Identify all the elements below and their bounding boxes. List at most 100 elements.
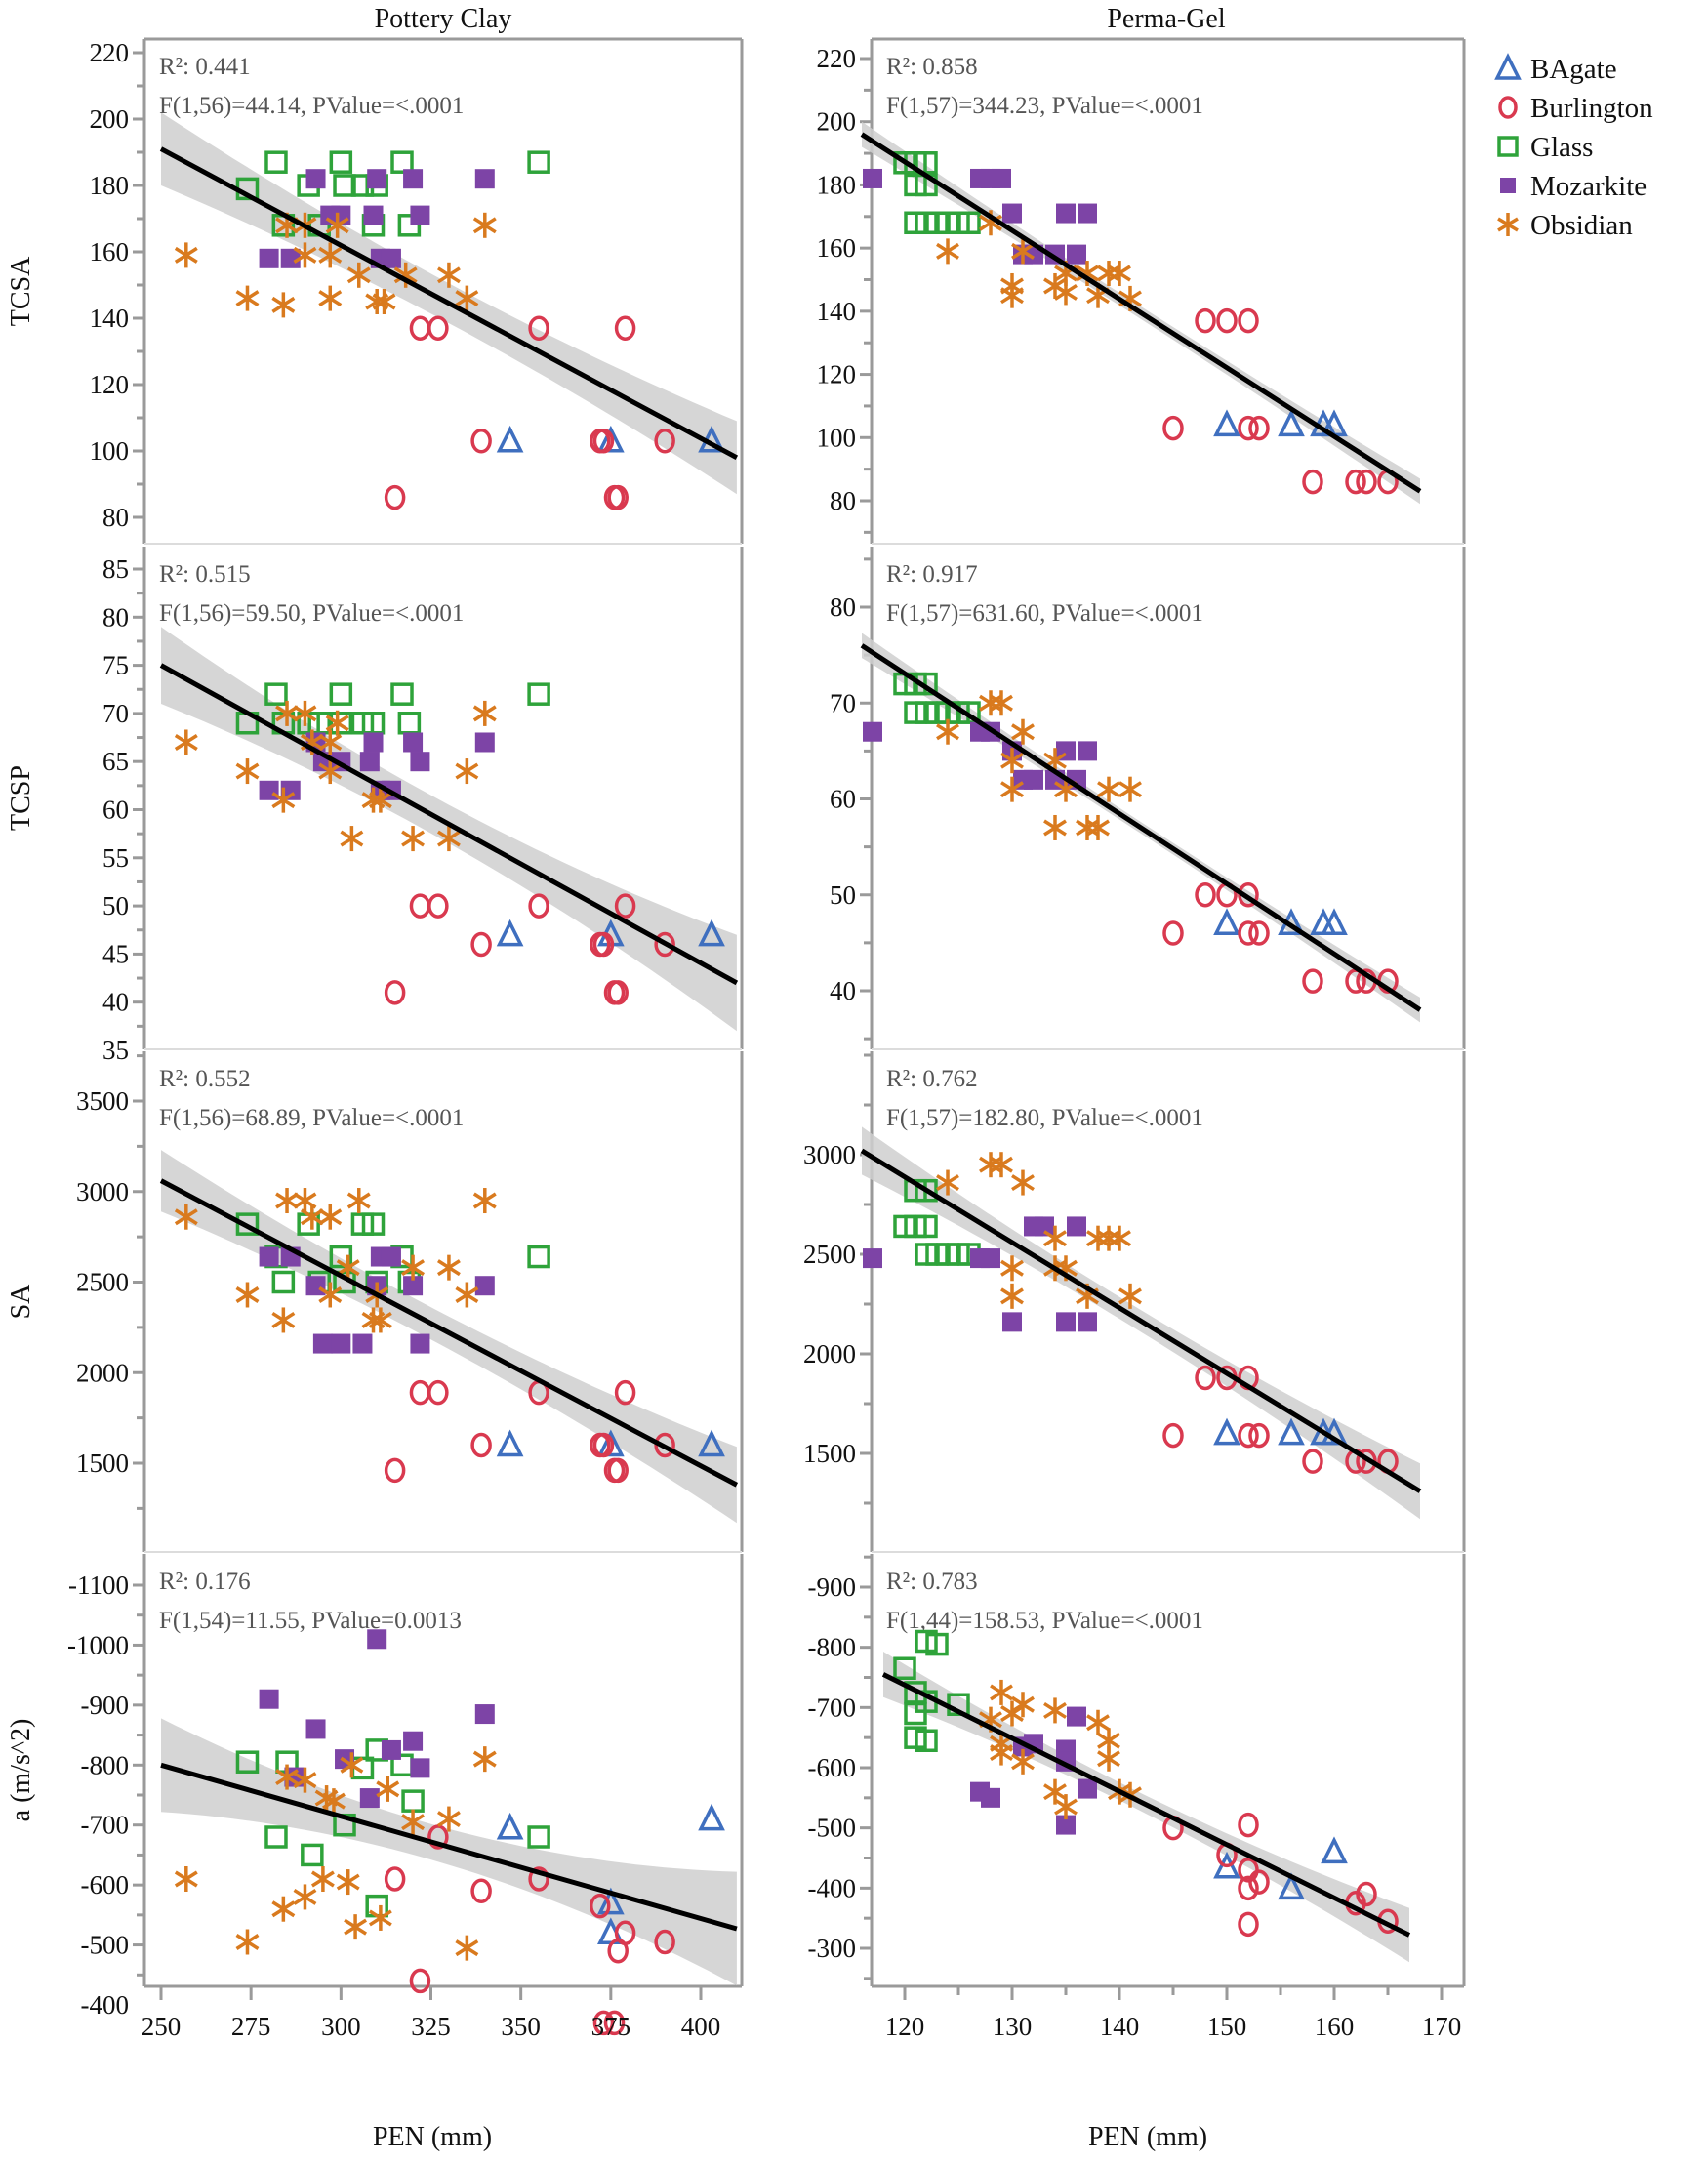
point-mozarkite <box>1078 741 1097 761</box>
asterisk-stroke <box>293 1192 317 1209</box>
x-axis-title-perma-gel: PEN (mm) <box>1088 2122 1207 2152</box>
x-tick-label: 375 <box>591 2012 631 2041</box>
x-tick-label: 150 <box>1207 2012 1247 2041</box>
asterisk-stroke <box>1043 1230 1067 1247</box>
asterisk-stroke <box>336 1873 360 1891</box>
legend-item-glass: Glass <box>1497 132 1593 163</box>
asterisk-stroke <box>436 1811 461 1828</box>
asterisk-stroke <box>1086 1230 1110 1247</box>
point-obsidian <box>322 1788 346 1815</box>
series-mozarkite <box>863 1216 1097 1332</box>
asterisk-stroke <box>275 1769 299 1786</box>
y-axis-title-sa: SA <box>6 1284 36 1320</box>
point-bagate <box>1278 409 1305 437</box>
point-obsidian <box>1011 1169 1035 1196</box>
point-obsidian <box>1000 748 1024 774</box>
asterisk-stroke <box>275 705 299 722</box>
asterisk-stroke <box>346 266 371 284</box>
x-tick-label: 325 <box>411 2012 451 2041</box>
point-obsidian <box>990 1739 1013 1766</box>
point-glass <box>301 1843 324 1867</box>
point-mozarkite <box>381 1246 401 1267</box>
asterisk-stroke <box>1097 781 1120 798</box>
panel-a-m-s-2-perma-gel: -900 -800 -700 -600 -500 -400 -300 R²: 0.783 F(1… <box>808 1554 1466 2041</box>
point-obsidian <box>1118 1283 1142 1309</box>
point-mozarkite <box>367 169 387 189</box>
point-obsidian <box>401 826 426 852</box>
point-glass <box>925 1632 949 1656</box>
point-obsidian <box>318 758 343 785</box>
point-glass <box>361 1212 386 1236</box>
point-bagate <box>496 425 524 453</box>
point-burlington <box>470 1432 492 1458</box>
point-glass <box>915 1178 938 1203</box>
asterisk-stroke <box>936 242 959 260</box>
point-mozarkite <box>363 205 384 225</box>
point-obsidian <box>1076 814 1099 840</box>
y-tick-label: 3000 <box>803 1140 856 1169</box>
asterisk-stroke <box>372 293 396 310</box>
point-burlington <box>1302 968 1323 994</box>
asterisk-stroke <box>1118 1287 1142 1305</box>
point-mozarkite <box>1078 203 1097 224</box>
point-obsidian <box>174 1204 198 1230</box>
point-glass <box>264 682 288 706</box>
panel-tcsp-perma-gel: 40 50 60 70 80 R²: 0.917 F(1,57)=631.60, PValu… <box>830 547 1466 1050</box>
point-obsidian <box>1011 238 1035 265</box>
point-burlington <box>409 893 431 919</box>
asterisk-stroke <box>293 1888 317 1905</box>
point-mozarkite <box>474 1704 495 1725</box>
point-obsidian <box>455 1282 479 1308</box>
asterisk-stroke <box>271 1311 296 1328</box>
asterisk-stroke <box>1108 265 1131 282</box>
y-tick-label: 2000 <box>76 1358 129 1387</box>
point-mozarkite <box>305 1719 326 1739</box>
y-tick-label: 70 <box>102 699 129 728</box>
point-bagate <box>1321 908 1348 935</box>
point-obsidian <box>1000 776 1024 802</box>
point-mozarkite <box>474 1276 495 1296</box>
point-burlington <box>409 1968 431 1994</box>
y-tick-label: -700 <box>81 1811 130 1840</box>
point-mozarkite <box>1067 1706 1086 1727</box>
legend-item-mozarkite: Mozarkite <box>1500 171 1647 202</box>
series-burlington <box>1162 307 1399 495</box>
point-bagate <box>496 919 524 947</box>
point-obsidian <box>936 1169 959 1196</box>
point-glass <box>915 1729 938 1752</box>
point-obsidian <box>1000 1283 1024 1309</box>
y-tick-label: 75 <box>102 651 129 680</box>
point-mozarkite <box>1024 769 1043 790</box>
asterisk-stroke <box>472 1192 497 1209</box>
point-burlington <box>1248 1869 1270 1895</box>
y-tick-label: 50 <box>830 880 856 910</box>
panel-sa-perma-gel: 1500 2000 2500 3000 R²: 0.762 F(1,57)=182.80,… <box>803 1051 1466 1553</box>
point-obsidian <box>235 1929 260 1955</box>
point-burlington <box>1356 1881 1377 1907</box>
asterisk-stroke <box>235 290 260 307</box>
point-obsidian <box>340 1752 364 1778</box>
point-glass <box>264 1825 288 1849</box>
point-burlington <box>607 484 629 510</box>
point-bagate <box>597 1429 625 1457</box>
x-tick-label: 250 <box>142 2012 182 2041</box>
asterisk-stroke <box>1000 277 1024 295</box>
point-burlington <box>1248 920 1270 946</box>
point-burlington <box>1162 1422 1184 1449</box>
asterisk-stroke <box>368 1311 392 1328</box>
asterisk-stroke <box>310 1870 335 1888</box>
point-mozarkite <box>474 169 495 189</box>
point-burlington <box>592 1432 615 1458</box>
column-title-pottery-clay: Pottery Clay <box>375 4 512 34</box>
point-burlington <box>654 429 675 454</box>
point-obsidian <box>293 1884 317 1910</box>
point-mozarkite <box>312 1333 333 1354</box>
point-glass <box>957 701 981 724</box>
point-burlington <box>592 2010 615 2036</box>
regression-line <box>860 1148 1422 1493</box>
f-test-label: F(1,56)=68.89, PValue=<.0001 <box>159 1105 464 1131</box>
r-squared-label: R²: 0.176 <box>159 1569 251 1595</box>
point-obsidian <box>472 1746 497 1773</box>
asterisk-stroke <box>340 830 364 847</box>
point-obsidian <box>174 1866 198 1892</box>
